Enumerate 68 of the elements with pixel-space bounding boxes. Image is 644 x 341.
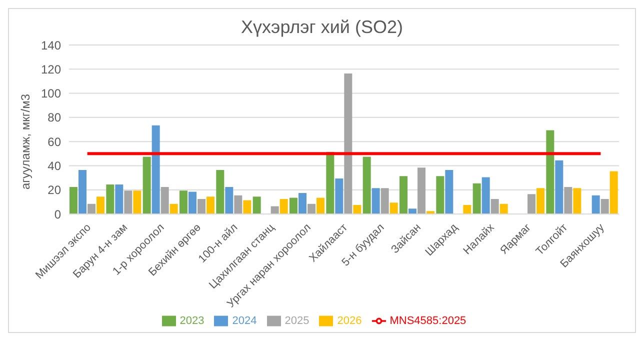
bar	[436, 176, 444, 214]
bar	[78, 170, 86, 214]
bar	[152, 125, 160, 214]
bar	[380, 188, 389, 214]
bar	[170, 204, 178, 214]
bar	[133, 190, 142, 214]
bar	[142, 156, 151, 214]
legend-label: 2025	[284, 314, 310, 327]
bar	[463, 205, 472, 214]
bar	[280, 199, 288, 214]
bar	[160, 186, 169, 214]
bar	[180, 190, 188, 214]
bar	[372, 188, 380, 214]
bar	[308, 204, 316, 214]
bar	[96, 196, 104, 214]
bar	[70, 186, 78, 214]
legend-label: 2023	[180, 314, 204, 327]
legend-label: MNS4585:2025	[390, 314, 466, 327]
bar	[600, 199, 609, 214]
y-tick-label: 140	[40, 38, 62, 52]
bar	[316, 198, 324, 214]
bar	[243, 200, 252, 214]
y-tick-label: 20	[48, 183, 62, 198]
bar	[418, 168, 426, 214]
y-tick-label: 60	[48, 134, 62, 149]
bar	[290, 198, 298, 214]
bar	[335, 178, 344, 214]
legend-label: 2026	[337, 314, 362, 327]
bar	[252, 196, 261, 214]
bar	[610, 171, 618, 214]
chart-title: Хүхэрлэг хий (SO2)	[240, 17, 404, 38]
y-tick-label: 120	[40, 62, 62, 76]
bar	[482, 177, 490, 214]
bar	[353, 205, 362, 214]
bar	[206, 196, 214, 214]
y-tick-label: 80	[48, 110, 62, 125]
bar	[198, 199, 206, 214]
bar	[115, 184, 124, 214]
bar	[592, 195, 600, 214]
bar	[88, 204, 96, 214]
bar	[362, 156, 371, 214]
bar	[344, 73, 352, 214]
bar	[188, 192, 196, 214]
legend-label: 2024	[232, 314, 257, 327]
bar	[472, 183, 481, 214]
y-tick-label: 100	[40, 86, 62, 101]
bar	[500, 204, 508, 214]
y-axis-title: агууламж, мкг/м3	[18, 94, 32, 190]
bar	[408, 208, 416, 214]
y-tick-label: 40	[48, 158, 62, 173]
bar	[528, 194, 536, 214]
bar	[225, 186, 234, 214]
bar	[573, 188, 582, 214]
bar	[390, 202, 398, 214]
bar	[216, 170, 224, 214]
y-tick-label: 0	[54, 207, 62, 222]
bar	[298, 192, 306, 214]
bar	[106, 184, 114, 214]
bar	[445, 170, 454, 214]
bar	[124, 190, 132, 214]
bar	[490, 199, 499, 214]
bar	[546, 130, 554, 214]
bar	[234, 195, 242, 214]
bar	[555, 160, 564, 214]
bar	[564, 186, 572, 214]
bar	[270, 206, 279, 214]
bar	[400, 176, 408, 214]
bar	[536, 188, 544, 214]
